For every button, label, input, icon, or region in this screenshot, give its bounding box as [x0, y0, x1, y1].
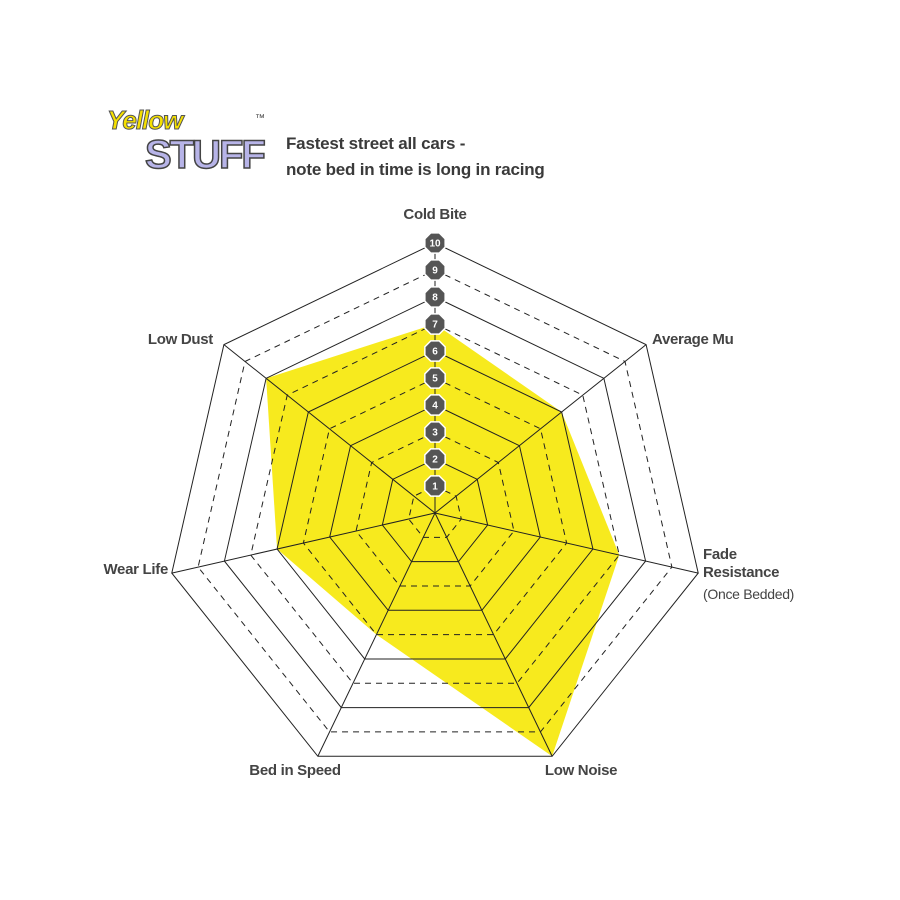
- grid-ring: [408, 485, 462, 538]
- brand-line1: Yellow: [106, 105, 183, 136]
- data-area: [266, 324, 620, 757]
- brand-mark: ™: [255, 113, 265, 124]
- grid-ring: [223, 296, 647, 709]
- axis-label: Cold Bite: [403, 206, 467, 223]
- tick-label: 6: [432, 347, 438, 358]
- tick-label: 7: [432, 320, 438, 331]
- tick-badge-shape: [424, 232, 446, 254]
- tick-badge-shape: [424, 259, 446, 281]
- tick-label: 3: [432, 428, 438, 439]
- axis-label: Wear Life: [103, 561, 168, 578]
- tick-badge: 10: [424, 232, 446, 254]
- spoke: [317, 512, 436, 757]
- grid-ring: [302, 377, 568, 636]
- spoke: [434, 512, 553, 757]
- axis-label: Average Mu: [652, 331, 734, 348]
- tick-badge: 6: [424, 340, 446, 362]
- spoke: [434, 344, 647, 514]
- tick-label: 9: [432, 266, 438, 277]
- spoke: [223, 344, 436, 514]
- grid-ring: [197, 269, 673, 733]
- tick-badge: 1: [424, 475, 446, 497]
- tick-badge-shape: [424, 313, 446, 335]
- logo: Yellow ™ STUFF: [105, 105, 275, 195]
- axis-label: Fade Resistance: [703, 546, 780, 581]
- tick-badge: 3: [424, 421, 446, 443]
- subtitle: note bed in time is long in racing: [286, 160, 545, 179]
- tick-badge-shape: [424, 286, 446, 308]
- tick-badge: 5: [424, 367, 446, 389]
- tick-badge: 4: [424, 394, 446, 416]
- tick-badge: 9: [424, 259, 446, 281]
- tick-badge: 2: [424, 448, 446, 470]
- tick-badge-shape: [424, 475, 446, 497]
- spoke: [434, 512, 699, 574]
- grid-ring: [250, 323, 620, 684]
- tick-badge: 8: [424, 286, 446, 308]
- brand-line2: STUFF: [144, 132, 266, 178]
- tick-badge: 7: [424, 313, 446, 335]
- tick-badge-shape: [424, 367, 446, 389]
- tick-badge-shape: [424, 394, 446, 416]
- grid-ring: [381, 458, 489, 563]
- tick-label: 10: [429, 239, 441, 250]
- tick-label: 8: [432, 293, 438, 304]
- subtitle: Fastest street all cars -: [286, 134, 466, 153]
- tick-badge-shape: [424, 421, 446, 443]
- tick-label: 5: [432, 374, 438, 385]
- tick-label: 2: [432, 455, 438, 466]
- grid-ring: [276, 350, 594, 660]
- axis-label: Low Noise: [544, 762, 618, 779]
- axis-label: Low Dust: [147, 331, 213, 348]
- annotation: (Once Bedded): [703, 586, 795, 602]
- tick-badge-shape: [424, 340, 446, 362]
- grid-ring: [355, 431, 515, 587]
- axis-label: Bed in Speed: [249, 762, 341, 779]
- grid-ring: [329, 404, 541, 611]
- tick-label: 1: [432, 482, 438, 493]
- spoke: [171, 512, 436, 574]
- grid-ring: [171, 242, 699, 757]
- tick-badge-shape: [424, 448, 446, 470]
- tick-label: 4: [432, 401, 438, 412]
